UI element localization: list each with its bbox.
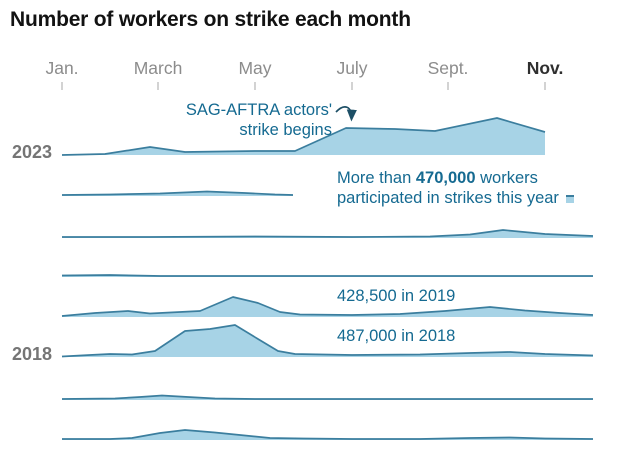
area-topline-2017 xyxy=(61,394,593,400)
total-2023-annotation: More than 470,000 workers participated i… xyxy=(337,168,574,208)
month-label-nov: Nov. xyxy=(526,58,564,78)
area-row-2017 xyxy=(61,394,593,400)
note-2018: 487,000 in 2018 xyxy=(337,327,456,345)
year-label-2023: 2023 xyxy=(11,142,52,162)
area-row-2023 xyxy=(61,117,546,156)
year-label-2018: 2018 xyxy=(11,344,52,364)
area-row-2018 xyxy=(61,324,594,358)
area-row-2019 xyxy=(61,296,594,317)
month-label-may: May xyxy=(238,58,272,78)
total-prefix: More than xyxy=(337,169,416,187)
sag-annotation-line1: SAG-AFTRA actors' xyxy=(185,101,332,119)
area-fill-2016 xyxy=(62,430,593,440)
total-suffix: workers xyxy=(475,169,538,187)
month-label-jan: Jan. xyxy=(45,58,79,78)
area-topline-2018 xyxy=(61,324,594,358)
month-tick-marks xyxy=(61,82,546,90)
area-topline-2023 xyxy=(61,117,546,156)
area-fill-2017 xyxy=(62,395,593,400)
month-label-march: March xyxy=(133,58,183,78)
area-fill-2018 xyxy=(62,325,593,357)
month-label-july: July xyxy=(336,58,368,78)
area-row-2020 xyxy=(61,274,593,277)
area-row-2021 xyxy=(62,229,594,238)
total-annotation-line1: More than 470,000 workers xyxy=(337,168,574,188)
area-topline-2016 xyxy=(62,429,594,440)
total-annotation-line2: participated in strikes this year xyxy=(337,188,574,208)
area-fill-2021 xyxy=(62,230,593,238)
area-series-group xyxy=(61,117,594,440)
area-swatch-icon xyxy=(565,195,574,203)
area-row-2016 xyxy=(62,429,594,440)
area-topline-2019 xyxy=(61,296,594,317)
sag-annotation-line2: strike begins xyxy=(239,121,332,139)
area-topline-2020 xyxy=(61,274,593,277)
total-value: 470,000 xyxy=(415,169,476,187)
area-topline-2022 xyxy=(61,190,294,196)
area-topline-2021 xyxy=(62,229,594,238)
page-title: Number of workers on strike each month xyxy=(10,8,411,31)
curved-arrow-icon xyxy=(335,106,357,122)
area-row-2022 xyxy=(61,190,294,196)
total-line2-text: participated in strikes this year xyxy=(337,189,559,207)
area-fill-2023 xyxy=(62,118,545,155)
month-label-sept: Sept. xyxy=(427,58,469,78)
sag-aftra-annotation: SAG-AFTRA actors' strike begins xyxy=(186,100,332,140)
note-2019: 428,500 in 2019 xyxy=(337,287,456,305)
